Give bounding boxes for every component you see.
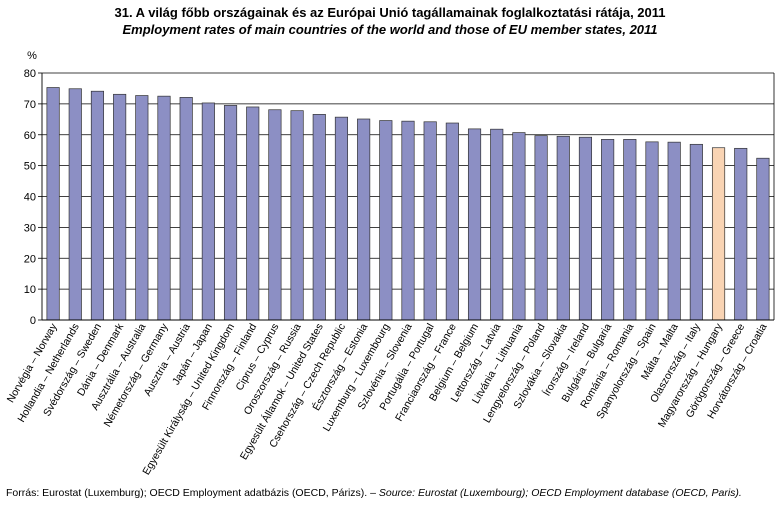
bar [578, 136, 593, 321]
bar [379, 120, 393, 321]
y-tick-label: 10 [24, 284, 36, 296]
y-tick-label: 70 [24, 99, 36, 111]
bar [601, 139, 615, 321]
bar [46, 87, 60, 321]
bar [157, 95, 171, 321]
bar [512, 132, 526, 321]
y-tick-label: 30 [24, 222, 36, 234]
bar [290, 110, 304, 321]
bar [246, 106, 260, 321]
chart-title-english: Employment rates of main countries of th… [122, 22, 658, 37]
bar [334, 116, 349, 321]
bar [423, 121, 437, 321]
bar [223, 105, 238, 321]
bar [113, 93, 127, 321]
source-note: Forrás: Eurostat (Luxemburg); OECD Emplo… [6, 487, 742, 499]
y-tick-label: 40 [24, 192, 36, 204]
bar [179, 97, 193, 321]
y-tick-label: 0 [30, 315, 36, 327]
bar [623, 139, 637, 321]
bar [135, 95, 149, 321]
bar [467, 128, 482, 321]
y-tick-label: 60 [24, 130, 36, 142]
bar [201, 102, 215, 321]
y-tick-label: 50 [24, 161, 36, 173]
bar [490, 128, 504, 321]
bar [645, 141, 659, 321]
chart-title-hungarian: 31. A világ főbb országainak és az Európ… [114, 5, 666, 20]
bar [734, 147, 748, 321]
bar [90, 90, 105, 321]
bar [68, 88, 82, 321]
chart-title-block: 31. A világ főbb országainak és az Európ… [0, 4, 780, 38]
bar [268, 109, 282, 321]
bar [756, 157, 770, 321]
bar [312, 114, 326, 321]
bar [534, 135, 548, 321]
source-english: Source: Eurostat (Luxembourg); OECD Empl… [378, 487, 742, 499]
bar [556, 135, 570, 321]
y-tick-label: 80 [24, 68, 36, 80]
bar [357, 118, 371, 321]
bar [401, 120, 415, 321]
y-axis-label: % [27, 50, 37, 62]
bar [445, 122, 459, 321]
bar [689, 143, 703, 321]
source-hungarian: Forrás: Eurostat (Luxemburg); OECD Emplo… [6, 487, 376, 499]
y-tick-label: 20 [24, 253, 36, 265]
bar [667, 141, 681, 321]
bar-highlight [711, 147, 726, 321]
